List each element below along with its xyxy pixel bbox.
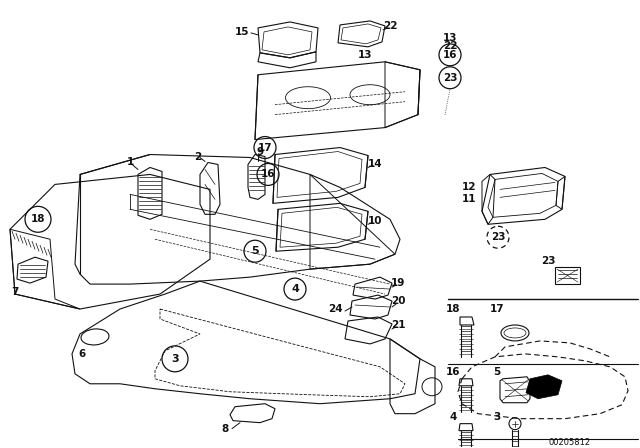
Text: 14: 14 xyxy=(368,159,382,169)
Text: 20: 20 xyxy=(391,296,405,306)
Text: 19: 19 xyxy=(391,278,405,288)
Text: 13: 13 xyxy=(358,50,372,60)
Text: 22: 22 xyxy=(383,21,397,31)
Text: 18: 18 xyxy=(31,214,45,224)
Text: 5: 5 xyxy=(251,246,259,256)
Text: 16: 16 xyxy=(443,50,457,60)
Text: 2: 2 xyxy=(195,152,202,163)
Text: 3: 3 xyxy=(493,412,500,422)
Text: 5: 5 xyxy=(493,367,500,377)
Text: 3: 3 xyxy=(171,354,179,364)
Text: 4: 4 xyxy=(291,284,299,294)
Text: 22: 22 xyxy=(443,41,457,51)
Text: 10: 10 xyxy=(368,216,382,226)
Text: 16: 16 xyxy=(260,169,275,180)
Text: 1: 1 xyxy=(126,158,134,168)
Text: 13: 13 xyxy=(443,33,457,43)
Text: 23: 23 xyxy=(491,232,505,242)
Text: 24: 24 xyxy=(328,304,342,314)
Text: 23: 23 xyxy=(541,256,556,266)
Text: 17: 17 xyxy=(258,142,272,152)
Text: 7: 7 xyxy=(12,287,19,297)
Text: 15: 15 xyxy=(234,27,249,37)
Text: 17: 17 xyxy=(490,304,504,314)
Text: 11: 11 xyxy=(461,194,476,204)
Text: 6: 6 xyxy=(78,349,86,359)
Text: 4: 4 xyxy=(449,412,457,422)
Text: 16: 16 xyxy=(445,367,460,377)
Text: 21: 21 xyxy=(391,320,405,330)
Text: 9: 9 xyxy=(257,146,264,156)
Text: 00205812: 00205812 xyxy=(549,438,591,447)
Text: 23: 23 xyxy=(443,73,457,83)
Polygon shape xyxy=(526,375,562,399)
Text: 18: 18 xyxy=(445,304,460,314)
Text: 8: 8 xyxy=(221,424,228,434)
Text: 12: 12 xyxy=(461,182,476,192)
